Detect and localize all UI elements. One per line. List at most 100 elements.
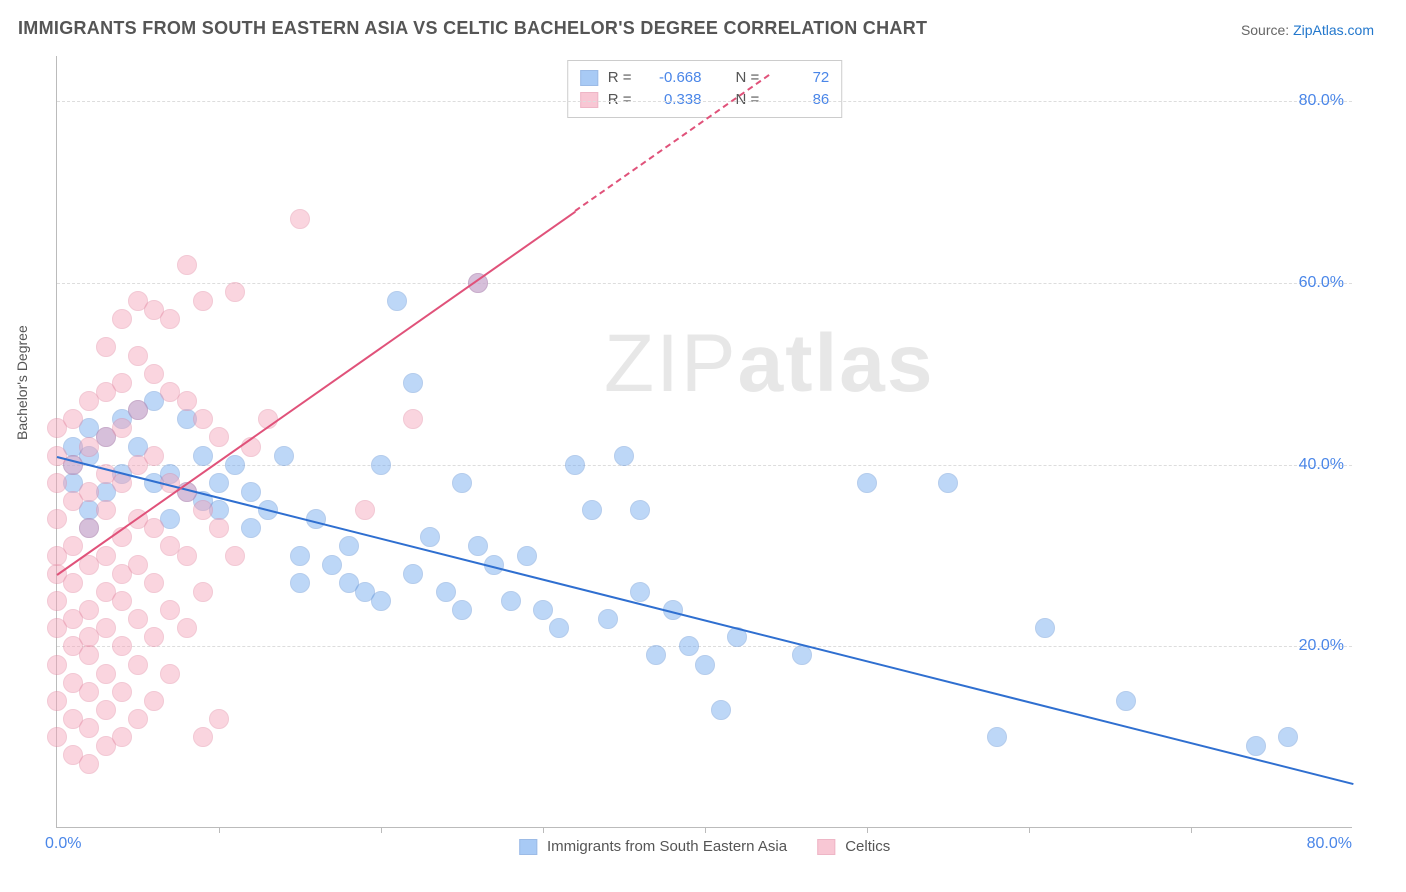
- data-point-pink: [63, 409, 83, 429]
- data-point-blue: [501, 591, 521, 611]
- legend-n-label: N =: [736, 89, 760, 111]
- data-point-blue: [468, 536, 488, 556]
- data-point-pink: [225, 282, 245, 302]
- scatter-chart: ZIPatlas R = -0.668 N = 72 R = 0.338 N =…: [56, 56, 1352, 828]
- source-label: Source:: [1241, 22, 1289, 38]
- data-point-pink: [79, 682, 99, 702]
- data-point-blue: [274, 446, 294, 466]
- data-point-blue: [614, 446, 634, 466]
- data-point-pink: [209, 427, 229, 447]
- gridline: [57, 646, 1352, 647]
- data-point-pink: [47, 509, 67, 529]
- legend-n-label: N =: [736, 67, 760, 89]
- data-point-pink: [403, 409, 423, 429]
- x-tick-mark: [543, 827, 544, 833]
- data-point-blue: [792, 645, 812, 665]
- x-tick-mark: [1029, 827, 1030, 833]
- data-point-blue: [322, 555, 342, 575]
- data-point-pink: [79, 645, 99, 665]
- data-point-pink: [209, 518, 229, 538]
- data-point-blue: [452, 473, 472, 493]
- data-point-blue: [679, 636, 699, 656]
- data-point-pink: [79, 482, 99, 502]
- data-point-blue: [241, 518, 261, 538]
- data-point-blue: [711, 700, 731, 720]
- data-point-blue: [533, 600, 553, 620]
- legend-row-blue: R = -0.668 N = 72: [580, 67, 830, 89]
- data-point-pink: [96, 700, 116, 720]
- data-point-pink: [209, 709, 229, 729]
- data-point-pink: [112, 591, 132, 611]
- data-point-pink: [144, 573, 164, 593]
- data-point-pink: [128, 655, 148, 675]
- data-point-pink: [47, 691, 67, 711]
- data-point-pink: [144, 691, 164, 711]
- data-point-blue: [403, 373, 423, 393]
- data-point-pink: [128, 709, 148, 729]
- data-point-pink: [47, 473, 67, 493]
- data-point-blue: [290, 546, 310, 566]
- legend-n-blue: 72: [769, 67, 829, 89]
- chart-title: IMMIGRANTS FROM SOUTH EASTERN ASIA VS CE…: [18, 18, 927, 39]
- legend-label-blue: Immigrants from South Eastern Asia: [547, 838, 787, 855]
- data-point-pink: [160, 600, 180, 620]
- watermark: ZIPatlas: [604, 317, 934, 411]
- data-point-pink: [160, 664, 180, 684]
- data-point-blue: [452, 600, 472, 620]
- legend-item-pink: Celtics: [817, 838, 890, 855]
- data-point-blue: [1246, 736, 1266, 756]
- data-point-pink: [96, 546, 116, 566]
- x-tick-mark: [1191, 827, 1192, 833]
- data-point-blue: [695, 655, 715, 675]
- data-point-pink: [128, 400, 148, 420]
- data-point-pink: [160, 309, 180, 329]
- legend-label-pink: Celtics: [845, 838, 890, 855]
- data-point-blue: [1278, 727, 1298, 747]
- data-point-pink: [112, 309, 132, 329]
- y-tick-label: 60.0%: [1299, 274, 1344, 292]
- legend-row-pink: R = 0.338 N = 86: [580, 89, 830, 111]
- y-tick-label: 20.0%: [1299, 637, 1344, 655]
- data-point-pink: [177, 546, 197, 566]
- data-point-pink: [193, 727, 213, 747]
- legend-r-blue: -0.668: [642, 67, 702, 89]
- data-point-pink: [177, 391, 197, 411]
- data-point-pink: [193, 291, 213, 311]
- data-point-blue: [1116, 691, 1136, 711]
- data-point-blue: [549, 618, 569, 638]
- data-point-pink: [144, 518, 164, 538]
- legend-r-label: R =: [608, 89, 632, 111]
- data-point-blue: [598, 609, 618, 629]
- data-point-pink: [96, 618, 116, 638]
- data-point-pink: [193, 582, 213, 602]
- x-tick-mark: [219, 827, 220, 833]
- data-point-pink: [63, 536, 83, 556]
- data-point-blue: [630, 500, 650, 520]
- data-point-pink: [47, 727, 67, 747]
- data-point-blue: [1035, 618, 1055, 638]
- source-link[interactable]: ZipAtlas.com: [1293, 22, 1374, 38]
- x-axis-max: 80.0%: [1307, 835, 1352, 853]
- data-point-blue: [371, 455, 391, 475]
- data-point-pink: [290, 209, 310, 229]
- data-point-blue: [193, 446, 213, 466]
- data-point-pink: [79, 518, 99, 538]
- data-point-blue: [209, 473, 229, 493]
- data-point-blue: [290, 573, 310, 593]
- data-point-blue: [403, 564, 423, 584]
- data-point-pink: [193, 500, 213, 520]
- data-point-pink: [112, 418, 132, 438]
- data-point-pink: [79, 600, 99, 620]
- y-tick-label: 80.0%: [1299, 92, 1344, 110]
- data-point-blue: [339, 536, 359, 556]
- data-point-pink: [128, 555, 148, 575]
- data-point-pink: [96, 500, 116, 520]
- series-legend: Immigrants from South Eastern Asia Celti…: [519, 838, 890, 855]
- data-point-blue: [646, 645, 666, 665]
- data-point-blue: [582, 500, 602, 520]
- data-point-pink: [96, 664, 116, 684]
- gridline: [57, 465, 1352, 466]
- x-tick-mark: [867, 827, 868, 833]
- data-point-pink: [79, 754, 99, 774]
- data-point-pink: [63, 573, 83, 593]
